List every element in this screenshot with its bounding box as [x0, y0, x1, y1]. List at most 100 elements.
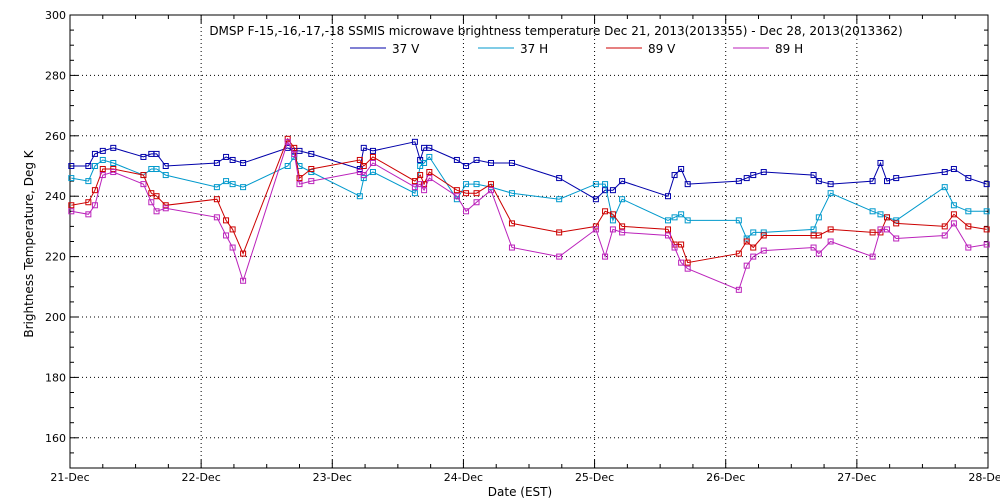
- data-point-89-h: [153, 208, 160, 215]
- data-point-89-h: [356, 169, 363, 176]
- x-axis-label: Date (EST): [488, 485, 552, 499]
- chart-title: DMSP F-15,-16,-17,-18 SSMIS microwave br…: [209, 24, 902, 38]
- data-point-89-h: [68, 208, 75, 215]
- data-point-37-h: [592, 181, 599, 188]
- data-point-89-h: [893, 235, 900, 242]
- data-point-37-v: [308, 150, 315, 157]
- data-point-37-h: [356, 193, 363, 200]
- data-point-37-h: [983, 208, 990, 215]
- series-line-89-v: [71, 137, 987, 264]
- data-point-37-v: [884, 178, 891, 185]
- data-point-89-h: [810, 244, 817, 251]
- data-point-37-v: [827, 181, 834, 188]
- data-point-89-h: [684, 265, 691, 272]
- data-point-37-h: [91, 163, 98, 169]
- data-point-89-v: [213, 196, 220, 203]
- data-point-37-v: [453, 156, 460, 163]
- data-point-89-v: [68, 202, 75, 209]
- data-point-37-h: [671, 214, 678, 221]
- data-point-89-h: [360, 172, 367, 179]
- data-point-89-h: [148, 199, 155, 206]
- data-point-89-h: [671, 244, 678, 251]
- data-point-89-v: [99, 166, 106, 173]
- data-point-37-h: [609, 217, 616, 224]
- data-point-37-h: [223, 178, 230, 185]
- data-point-89-v: [983, 226, 990, 233]
- data-point-37-h: [810, 226, 817, 233]
- data-point-89-h: [965, 244, 972, 251]
- data-point-89-v: [360, 163, 367, 169]
- series-line-89-h: [71, 140, 987, 291]
- data-point-37-v: [602, 187, 609, 194]
- data-point-89-v: [91, 187, 98, 194]
- data-point-89-h: [110, 169, 117, 176]
- data-point-89-h: [411, 184, 418, 191]
- data-point-89-h: [678, 259, 685, 266]
- data-point-37-v: [665, 193, 672, 200]
- y-tick-label: 160: [45, 432, 66, 445]
- data-point-37-h: [877, 211, 884, 218]
- data-point-89-h: [291, 150, 298, 157]
- data-point-89-v: [884, 214, 891, 221]
- data-point-89-v: [229, 226, 236, 233]
- data-point-89-v: [750, 244, 757, 251]
- y-tick-label: 260: [45, 130, 66, 143]
- data-point-37-h: [869, 208, 876, 215]
- data-point-37-v: [678, 166, 685, 173]
- data-point-37-h: [602, 181, 609, 188]
- y-tick-label: 240: [45, 190, 66, 203]
- data-point-89-h: [815, 250, 822, 257]
- data-point-89-v: [815, 232, 822, 239]
- data-point-89-v: [162, 202, 169, 209]
- data-point-37-h: [665, 217, 672, 224]
- data-point-89-h: [619, 229, 626, 236]
- legend-label-37-h: 37 H: [520, 42, 548, 56]
- data-point-89-v: [426, 169, 433, 176]
- data-point-37-h: [153, 166, 160, 173]
- data-point-37-h: [463, 181, 470, 188]
- data-point-37-v: [684, 181, 691, 188]
- data-point-89-h: [665, 232, 672, 239]
- data-point-37-h: [684, 217, 691, 224]
- x-tick-label: 24-Dec: [444, 471, 483, 484]
- x-tick-label: 22-Dec: [182, 471, 221, 484]
- y-axis-label: Brightness Temperature, Deg K: [22, 149, 36, 337]
- data-point-37-v: [229, 156, 236, 163]
- data-point-37-v: [508, 159, 515, 166]
- data-point-37-h: [735, 217, 742, 224]
- data-point-89-v: [556, 229, 563, 236]
- y-tick-label: 220: [45, 251, 66, 264]
- data-point-37-v: [213, 159, 220, 166]
- data-point-89-v: [893, 220, 900, 227]
- y-tick-label: 280: [45, 69, 66, 82]
- data-point-89-h: [308, 178, 315, 185]
- data-point-89-v: [743, 238, 750, 245]
- y-tick-label: 300: [45, 9, 66, 22]
- data-point-89-h: [284, 138, 291, 145]
- data-point-89-v: [609, 211, 616, 218]
- data-point-89-v: [308, 166, 315, 173]
- data-point-37-v: [671, 172, 678, 179]
- data-point-37-v: [284, 144, 291, 151]
- data-point-89-v: [148, 190, 155, 197]
- data-point-89-h: [229, 244, 236, 251]
- data-point-37-v: [153, 150, 160, 157]
- data-point-89-h: [760, 247, 767, 254]
- data-point-37-v: [983, 181, 990, 188]
- data-point-37-v: [609, 187, 616, 194]
- data-point-89-v: [240, 250, 247, 257]
- data-point-37-v: [417, 156, 424, 163]
- data-point-89-h: [240, 277, 247, 284]
- data-point-89-h: [162, 205, 169, 212]
- data-point-89-h: [877, 226, 884, 233]
- legend: 37 V 37 H 89 V 89 H: [350, 42, 803, 56]
- x-tick-label: 25-Dec: [575, 471, 614, 484]
- data-point-89-h: [463, 208, 470, 215]
- data-point-37-h: [369, 169, 376, 176]
- data-point-37-h: [213, 184, 220, 191]
- data-point-37-h: [240, 184, 247, 191]
- x-tick-label: 28-Dec: [968, 471, 1000, 484]
- data-point-89-h: [884, 226, 891, 233]
- data-point-37-h: [229, 181, 236, 188]
- data-point-89-h: [223, 232, 230, 239]
